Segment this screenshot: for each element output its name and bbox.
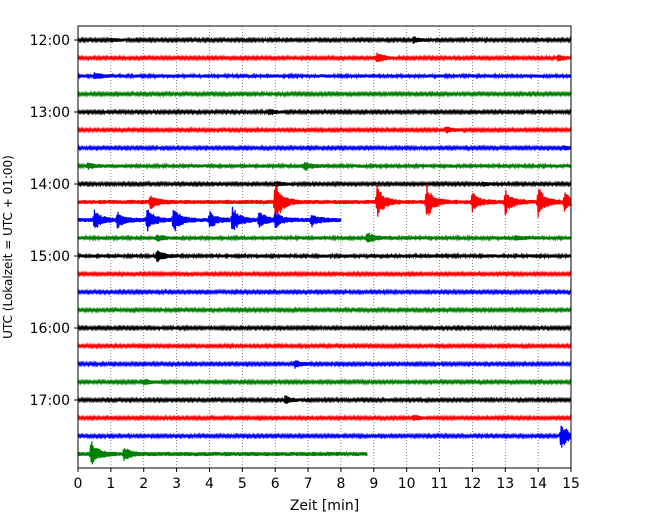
trace-1315: [77, 126, 572, 134]
x-tick-label: 12: [463, 476, 481, 492]
x-tick-label: 14: [529, 476, 547, 492]
trace-1530: [77, 288, 572, 296]
x-tick-label: 2: [139, 476, 148, 492]
y-tick-label: 13:00: [30, 105, 70, 121]
y-tick-label: 12:00: [30, 33, 70, 49]
trace-1745: [77, 441, 368, 465]
trace-1600: [77, 324, 572, 332]
trace-1215: [77, 52, 572, 63]
trace-1300: [77, 108, 572, 116]
x-tick-label: 10: [398, 476, 416, 492]
x-tick-label: 6: [271, 476, 280, 492]
trace-1330: [77, 144, 572, 152]
x-tick-label: 1: [106, 476, 115, 492]
plot-area: [77, 25, 572, 469]
trace-1245: [77, 90, 572, 98]
trace-1345: [77, 161, 572, 171]
trace-1630: [77, 360, 572, 369]
x-axis-label: Zeit [min]: [290, 498, 359, 514]
x-tick-label: 9: [369, 476, 378, 492]
x-tick-label: 4: [205, 476, 214, 492]
trace-1500: [77, 250, 572, 262]
trace-1430: [77, 206, 342, 232]
y-axis-label: UTC (Lokalzeit = UTC + 01:00): [1, 155, 15, 339]
trace-1200: [77, 36, 572, 44]
seismic-traces: [77, 36, 572, 465]
trace-1445: [77, 232, 572, 243]
x-tick-label: 11: [431, 476, 449, 492]
plot-frame: [77, 25, 572, 469]
trace-1645: [77, 378, 572, 386]
x-tick-label: 15: [562, 476, 580, 492]
x-axis-ticks: 0 1 2 3 4 5 6 7 8 9 10 11 12 13 14 15: [74, 468, 580, 492]
trace-1700: [77, 395, 572, 404]
y-tick-label: 14:00: [30, 177, 70, 193]
x-tick-label: 5: [238, 476, 247, 492]
trace-1545: [77, 306, 572, 314]
trace-1515: [77, 270, 572, 278]
trace-1230: [77, 72, 572, 80]
x-tick-label: 7: [304, 476, 313, 492]
x-tick-label: 13: [496, 476, 514, 492]
trace-1415: [77, 183, 572, 220]
y-axis-ticks: 12:00 13:00 14:00 15:00 16:00 17:00: [30, 33, 78, 409]
trace-1400: [77, 180, 572, 188]
x-tick-label: 3: [172, 476, 181, 492]
trace-1715: [77, 414, 572, 422]
trace-1615: [77, 342, 572, 350]
y-tick-label: 15:00: [30, 249, 70, 265]
y-tick-label: 16:00: [30, 321, 70, 337]
x-tick-label: 0: [74, 476, 83, 492]
x-tick-label: 8: [336, 476, 345, 492]
trace-1730: [77, 425, 572, 448]
y-tick-label: 17:00: [30, 393, 70, 409]
